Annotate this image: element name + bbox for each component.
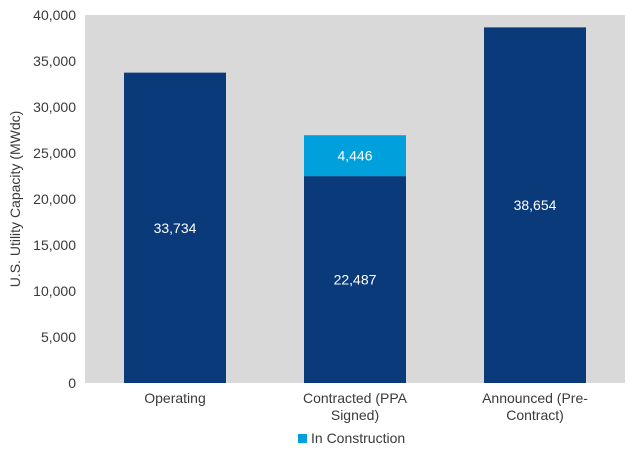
y-tick-label: 5,000 [41,329,76,345]
bar-segment-main [484,27,586,383]
bar-value-label: 33,734 [154,220,197,236]
bar-value-label: 38,654 [514,197,557,213]
y-tick-label: 15,000 [33,237,76,253]
data-labels: 33,734 22,487 4,446 38,654 [154,148,557,288]
y-tick-label: 30,000 [33,99,76,115]
x-category-label: Contract) [506,407,564,423]
y-axis-title: U.S. Utility Capacity (MWdc) [7,111,23,288]
y-tick-label: 20,000 [33,191,76,207]
legend-label-in-construction: In Construction [311,430,405,446]
bar-segment-main [304,176,406,383]
bar-segment-main [124,72,226,383]
x-category-label: Operating [144,390,205,406]
bar-segment-in-construction [304,135,406,177]
y-tick-label: 35,000 [33,53,76,69]
x-category-label: Contracted (PPA [303,390,408,406]
legend-swatch-in-construction [298,434,307,443]
y-tick-label: 10,000 [33,283,76,299]
bars [124,27,586,383]
x-category-label: Signed) [331,407,379,423]
y-tick-label: 0 [68,375,76,391]
x-category-label: Announced (Pre- [482,390,588,406]
y-tick-label: 25,000 [33,145,76,161]
y-tick-label: 40,000 [33,7,76,23]
bar-value-label: 4,446 [337,148,372,164]
bar-value-label: 22,487 [334,272,377,288]
legend: In Construction [298,430,405,446]
y-axis-ticks: 0 5,000 10,000 15,000 20,000 25,000 30,000 35,0… [33,7,76,391]
